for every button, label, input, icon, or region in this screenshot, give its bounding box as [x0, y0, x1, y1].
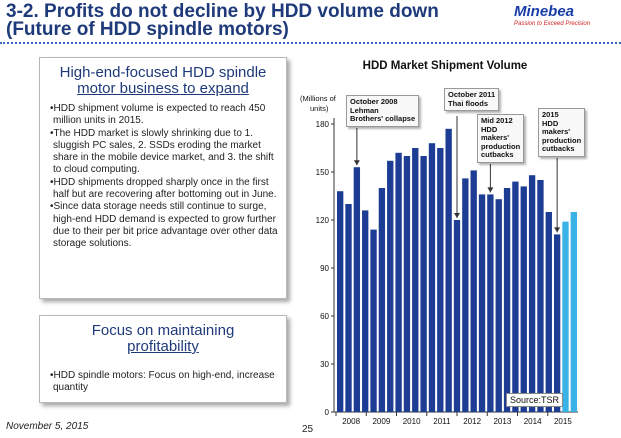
- annotation-lehman-line1: October 2008: [350, 97, 398, 106]
- title-divider: [0, 42, 621, 44]
- shipment-bar: [478, 194, 486, 412]
- annotation-2015-line4: production: [542, 135, 582, 145]
- annotation-2015-line2: HDD: [542, 118, 559, 128]
- shipment-bar: [545, 212, 552, 412]
- x-year-label: 2014: [524, 417, 542, 426]
- x-year-label: 2011: [433, 417, 451, 426]
- annotation-2012-line5: cutbacks: [481, 150, 514, 159]
- annotation-lehman-line2: Lehman: [350, 105, 379, 115]
- annotation-lehman-arrow-head: [353, 160, 360, 166]
- y-tick-label: 30: [320, 360, 329, 369]
- shipment-bar: [353, 167, 361, 412]
- y-tick-label: 0: [325, 408, 330, 417]
- shipment-bar: [462, 178, 469, 412]
- chart-title: HDD Market Shipment Volume: [362, 60, 528, 72]
- shipment-bar: [387, 160, 394, 412]
- y-tick-label: 150: [316, 168, 330, 177]
- annotation-thai-floods: October 2011 Thai floods: [444, 88, 500, 111]
- box2-bullet: •HDD spindle motors: Focus on high-end, …: [50, 370, 275, 394]
- shipment-bar: [345, 204, 352, 412]
- shipment-bar: [395, 152, 402, 413]
- y-tick-label: 180: [316, 120, 330, 129]
- box2-heading-line2: profitability: [127, 338, 199, 355]
- shipment-bar: [437, 148, 444, 412]
- shipment-bar: [495, 199, 502, 412]
- logo-tagline: Passion to Exceed Precision: [514, 21, 591, 27]
- x-year-label: 2009: [372, 417, 390, 426]
- y-tick-label: 60: [320, 312, 329, 321]
- annotation-thai-arrow-head: [454, 213, 460, 218]
- box1-heading: High-end-focused HDD spindle motor busin…: [40, 65, 286, 97]
- forecast-bar: [570, 212, 577, 412]
- business-expansion-box: High-end-focused HDD spindle motor busin…: [39, 57, 287, 299]
- page-title-line2: (Future of HDD spindle motors): [6, 19, 289, 40]
- shipment-bar: [412, 148, 419, 412]
- annotation-thai-line2: Thai floods: [448, 98, 488, 108]
- y-tick-label: 120: [316, 216, 330, 225]
- shipment-bar: [512, 181, 519, 412]
- annotation-2015-line3: makers': [542, 127, 571, 136]
- presentation-date: November 5, 2015: [6, 421, 89, 432]
- shipment-bar: [553, 234, 561, 412]
- shipment-bar: [378, 188, 386, 412]
- box1-bullet: •HDD shipments dropped sharply once in t…: [50, 176, 277, 201]
- annotation-2012-cutbacks: Mid 2012 HDD makers' production cutbacks: [477, 114, 525, 163]
- y-axis-label-line2: units): [310, 104, 329, 113]
- annotation-2012-line1: Mid 2012: [481, 116, 513, 125]
- box1-bullet: •HDD shipment volume is expected to reac…: [50, 103, 266, 127]
- x-year-label: 2013: [493, 417, 511, 426]
- logo-name: Minebea: [514, 3, 575, 20]
- annotation-2015-arrow-head: [554, 227, 561, 233]
- shipment-bar: [428, 143, 436, 412]
- box2-heading: Focus on maintaining profitability: [40, 323, 286, 355]
- chart-source: Source:TSR: [506, 393, 564, 407]
- y-tick-label: 90: [320, 264, 329, 273]
- page-title-line1: 3-2. Profits do not decline by HDD volum…: [6, 1, 439, 22]
- shipment-bar: [420, 156, 427, 412]
- box1-heading-line1: High-end-focused HDD spindle: [59, 64, 267, 81]
- annotation-2012-arrow-head: [487, 187, 494, 193]
- shipment-bar: [337, 191, 344, 412]
- shipment-bar: [503, 188, 511, 412]
- shipment-bar: [445, 128, 452, 413]
- shipment-bar: [528, 175, 536, 412]
- box1-bullet: •The HDD market is slowly shrinking due …: [50, 127, 274, 176]
- x-year-label: 2010: [403, 417, 421, 426]
- box1-heading-line2: motor business to expand: [77, 80, 249, 97]
- shipment-bar: [520, 186, 527, 412]
- annotation-2015-line1: 2015: [542, 110, 559, 119]
- annotation-2012-line4: production: [481, 141, 521, 151]
- x-year-label: 2008: [342, 417, 360, 426]
- x-year-label: 2012: [463, 417, 481, 426]
- y-axis-label-line1: (Millions of: [300, 94, 337, 103]
- box2-heading-line1: Focus on maintaining: [91, 322, 235, 339]
- annotation-2012-line2: HDD: [481, 124, 498, 134]
- forecast-bar: [562, 221, 569, 412]
- annotation-2015-line5: cutbacks: [542, 144, 575, 153]
- profitability-box: Focus on maintaining profitability •HDD …: [39, 315, 287, 403]
- annotation-thai-line1: October 2011: [448, 90, 496, 99]
- annotation-2015-cutbacks: 2015 HDD makers' production cutbacks: [538, 108, 586, 157]
- annotation-lehman-line3: Brothers' collapse: [350, 114, 416, 123]
- shipment-bar: [370, 229, 377, 412]
- annotation-2012-line3: makers': [481, 133, 510, 142]
- page-number: 25: [302, 424, 314, 435]
- shipment-bar: [537, 180, 544, 412]
- shipment-bar: [470, 170, 477, 412]
- box1-bullet: •Since data storage needs still continue…: [50, 201, 278, 250]
- company-logo: Minebea Passion to Exceed Precision: [514, 4, 614, 28]
- shipment-bar: [362, 210, 369, 412]
- x-year-label: 2015: [554, 417, 572, 426]
- shipment-bar: [487, 194, 494, 412]
- annotation-lehman: October 2008 Lehman Brothers' collapse: [346, 95, 420, 127]
- shipment-bar: [453, 220, 461, 412]
- shipment-bar: [403, 156, 411, 412]
